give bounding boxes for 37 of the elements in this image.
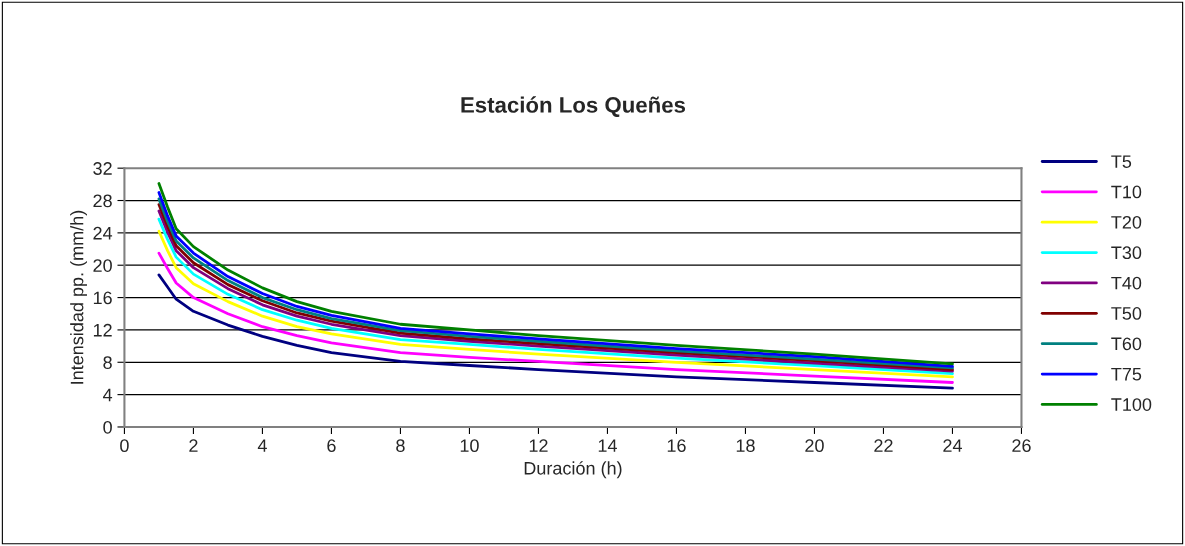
x-tick-label: 26 <box>1012 439 1031 453</box>
y-tick-label: 32 <box>93 162 112 175</box>
legend-label: T60 <box>1111 337 1142 351</box>
legend-label: T40 <box>1111 276 1142 290</box>
y-tick-label: 12 <box>93 323 112 337</box>
y-tick-label: 8 <box>103 356 112 369</box>
y-tick-label: 20 <box>93 259 112 272</box>
chart-title: Estación Los Queñes <box>461 96 686 117</box>
y-tick-label: 28 <box>93 194 112 208</box>
x-axis-title: Duración (h) <box>524 461 622 479</box>
legend-label: T10 <box>1111 185 1142 199</box>
x-tick-label: 0 <box>120 439 129 453</box>
line-series <box>157 273 954 390</box>
y-tick-label: 0 <box>103 420 112 434</box>
y-tick-label: 24 <box>93 226 113 240</box>
y-tick-label: 16 <box>93 291 112 305</box>
x-tick-label: 22 <box>874 439 893 452</box>
x-tick-label: 2 <box>189 439 198 452</box>
x-tick-label: 10 <box>460 439 479 453</box>
legend-label: T30 <box>1111 246 1142 260</box>
x-tick-label: 18 <box>736 439 755 453</box>
x-tick-label: 8 <box>396 439 405 453</box>
x-tick-label: 12 <box>529 439 548 452</box>
legend-label: T75 <box>1111 368 1142 381</box>
x-tick-label: 24 <box>943 439 962 452</box>
y-axis-title: Intensidad pp. (mm/h) <box>70 210 87 384</box>
x-tick-label: 6 <box>327 439 336 453</box>
legend-label: T100 <box>1111 398 1152 411</box>
y-tick-label: 4 <box>102 388 113 402</box>
legend-label: T20 <box>1111 215 1142 229</box>
x-tick-label: 14 <box>598 439 617 452</box>
legend-label: T50 <box>1111 307 1142 320</box>
x-tick-label: 16 <box>667 439 686 453</box>
x-tick-label: 20 <box>805 439 824 453</box>
line-series <box>157 251 954 384</box>
x-tick-label: 4 <box>257 439 267 452</box>
legend-label: T5 <box>1111 155 1132 168</box>
